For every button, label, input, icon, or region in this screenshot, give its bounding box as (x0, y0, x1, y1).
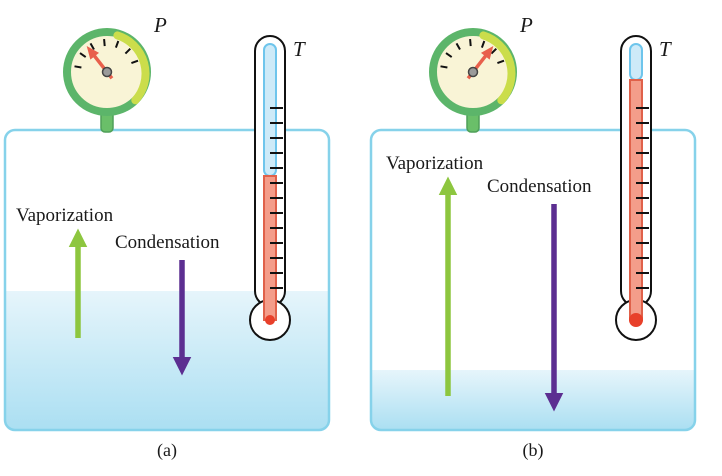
container-border (3, 128, 331, 432)
condensation-group: Condensation (487, 176, 592, 412)
vaporization-group: Vaporization (386, 153, 484, 396)
gauge-label: P (153, 13, 167, 37)
panel-b: Vaporization Condensation T P (369, 13, 697, 461)
gauge-ticks (74, 39, 139, 69)
thermometer-label: T (293, 37, 306, 61)
vaporization-label: Vaporization (386, 153, 484, 174)
thermometer-bulb-dot (629, 313, 643, 327)
thermometer-label: T (659, 37, 672, 61)
thermometer-ticks (270, 107, 283, 289)
thermometer-blue-column (629, 43, 643, 81)
caption: (b) (523, 440, 544, 461)
gauge-pivot (467, 66, 479, 78)
vaporization-label: Vaporization (16, 205, 114, 226)
container-border (369, 128, 697, 432)
condensation-label: Condensation (487, 176, 592, 197)
thermometer-ticks (636, 107, 649, 289)
condensation-group: Condensation (115, 232, 220, 376)
container (369, 128, 697, 432)
thermometer-blue-column (263, 43, 277, 177)
thermometer: T (249, 35, 306, 341)
thermometer: T (615, 35, 672, 341)
vaporization-group: Vaporization (16, 205, 114, 338)
vapor-equilibrium-figure: Vaporization Condensation T P (3, 13, 697, 461)
gauge-highlight (113, 31, 150, 105)
container (3, 128, 331, 432)
gauge-ticks (440, 39, 505, 69)
gauge-pivot (101, 66, 113, 78)
gauge-highlight (479, 31, 516, 105)
container-body (371, 130, 695, 430)
gauge-label: P (519, 13, 533, 37)
liquid (371, 370, 695, 430)
condensation-label: Condensation (115, 232, 220, 253)
panel-a: Vaporization Condensation T P (3, 13, 331, 461)
pressure-gauge: P (63, 13, 167, 133)
pressure-gauge: P (429, 13, 533, 133)
caption: (a) (157, 440, 177, 461)
thermometer-red-column (629, 79, 643, 321)
thermometer-bulb-dot (265, 315, 275, 325)
